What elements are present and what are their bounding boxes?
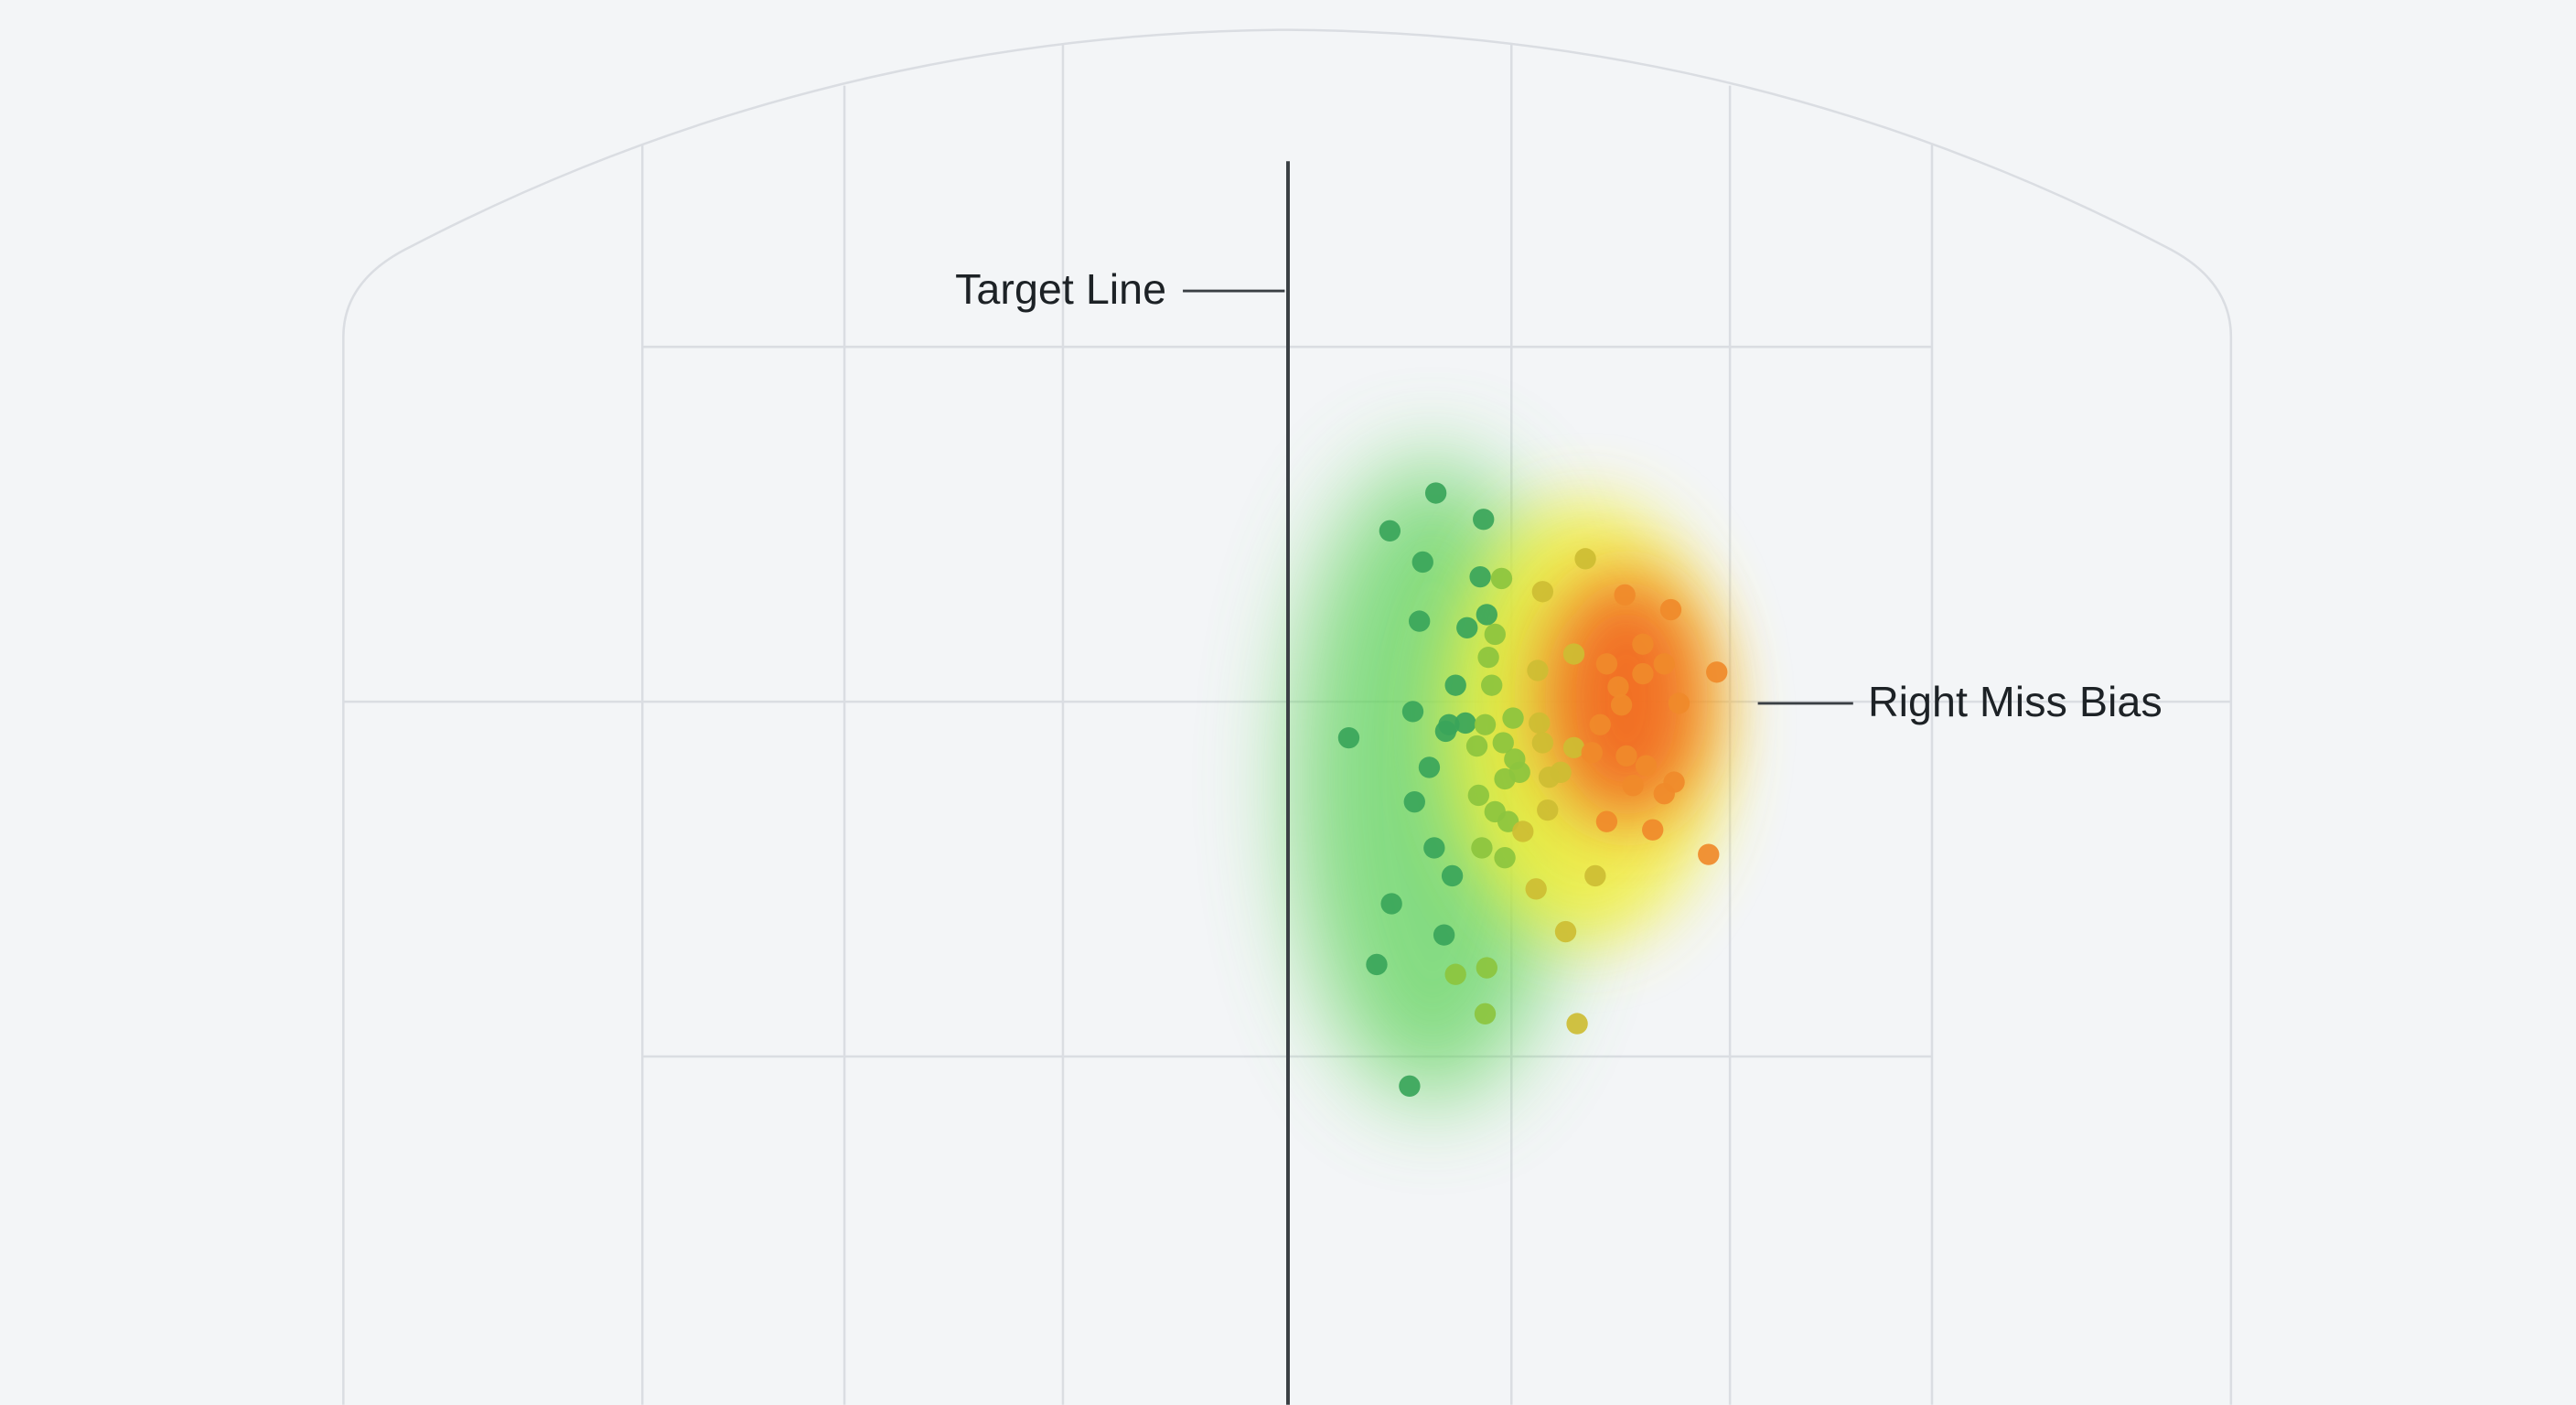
shot-dot [1615,745,1637,767]
shot-dot [1456,617,1478,638]
shot-dot [1584,864,1606,887]
shot-dot [1337,726,1360,749]
shot-dot [1635,755,1658,777]
shot-dot [1508,761,1530,783]
shot-dots [1337,482,1728,1098]
shot-dot [1531,732,1554,754]
shot-dot [1525,878,1547,900]
shot-dot [1622,775,1644,797]
shot-dot [1403,790,1425,813]
shot-dot [1566,1013,1588,1035]
shot-dot [1454,712,1476,735]
shot-dot [1477,646,1499,669]
shot-dot [1401,701,1424,723]
shot-dot [1581,742,1603,764]
shot-dot [1465,735,1488,757]
shot-dot [1490,567,1513,590]
shot-dot [1614,584,1636,606]
bias-label: Right Miss Bias [1868,678,2163,725]
shot-dot [1469,565,1491,588]
shot-dot [1642,819,1664,841]
shot-dot [1554,920,1577,943]
shot-dot [1473,509,1495,531]
shot-dot [1474,713,1497,735]
shot-dot [1632,662,1654,685]
shot-dot [1474,1003,1497,1024]
target-line-label: Target Line [955,265,1166,313]
shot-dot [1502,707,1524,729]
field-outline [342,28,2233,1405]
shot-dot [1444,674,1466,696]
shot-dot [1595,810,1618,832]
shot-dot [1538,767,1561,788]
shot-dot [1481,674,1503,696]
shot-dot [1653,653,1675,675]
shot-dot [1379,520,1401,542]
shot-dot [1574,548,1596,570]
shot-dot [1659,598,1682,621]
shot-dot [1527,660,1549,681]
shot-dot [1595,653,1618,675]
shot-dot [1484,623,1506,646]
shot-dot [1471,837,1493,859]
shot-dot [1418,756,1441,778]
shot-dot [1444,963,1466,985]
shot-dot [1610,694,1633,716]
shot-dot [1411,551,1433,574]
shot-dot [1494,847,1516,869]
shot-dot [1433,924,1455,946]
shot-dot [1706,661,1728,683]
shot-dot [1441,864,1464,887]
shot-dot [1529,712,1551,735]
shot-dot [1423,837,1445,859]
shot-dot [1492,732,1514,754]
shot-dot [1434,720,1457,743]
shot-dot [1653,783,1675,805]
shot-dot [1380,893,1402,915]
shot-dot [1476,604,1497,626]
shot-dot [1399,1075,1421,1098]
shot-dot [1467,784,1489,807]
shot-dot [1607,676,1629,698]
shot-dot [1537,799,1559,821]
shot-dot [1409,610,1431,632]
shot-dot [1512,820,1534,842]
shot-dot [1668,692,1690,714]
shot-dot [1632,633,1654,655]
shot-dot [1562,736,1585,759]
shot-dot [1562,643,1585,665]
shot-dot [1698,843,1720,865]
shot-dot [1476,957,1497,979]
shot-dot [1366,953,1388,976]
shot-dot [1531,581,1554,603]
shot-dot [1589,713,1611,735]
shot-dot [1424,482,1447,504]
